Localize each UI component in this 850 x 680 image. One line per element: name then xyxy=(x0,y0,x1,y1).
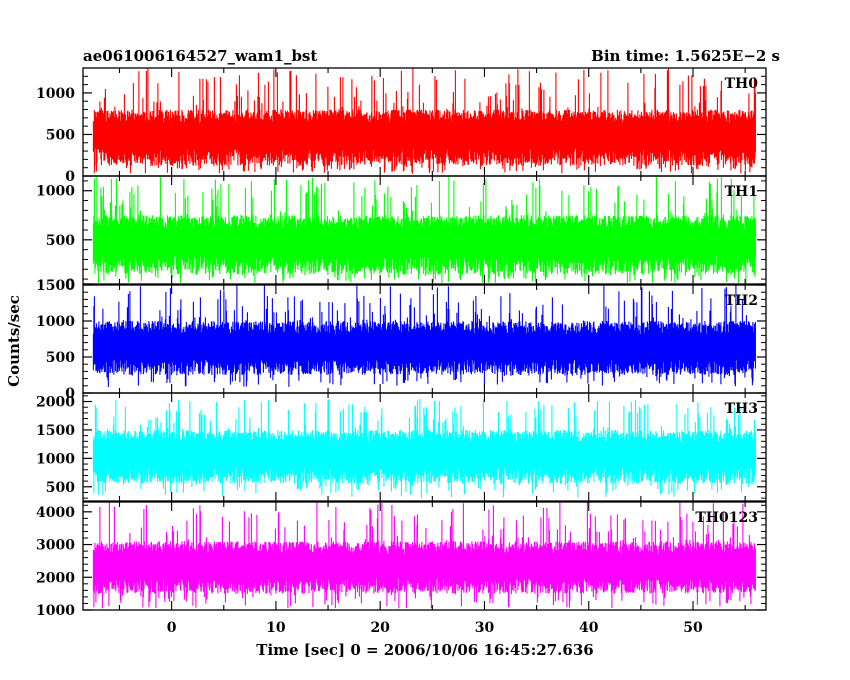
y-tick-label: 1500 xyxy=(36,423,75,439)
y-tick-label: 1000 xyxy=(36,451,75,467)
panel-label: TH2 xyxy=(725,293,758,309)
y-tick-label: 0 xyxy=(65,277,75,293)
panel-frame xyxy=(82,501,767,611)
panels-group: 0 500 1000 TH0 0 500 1000 TH1 0 500 1000 1500 TH2 500… xyxy=(36,67,767,619)
x-tick-label: 30 xyxy=(475,620,495,636)
x-tick-label: 40 xyxy=(579,620,599,636)
chart-title: ae061006164527_wam1_bst xyxy=(83,47,317,65)
y-tick-label: 500 xyxy=(46,350,75,366)
panel-th0123: 1000 2000 3000 4000 TH0123 xyxy=(36,501,767,619)
series-th0 xyxy=(92,68,756,174)
series-th1 xyxy=(92,176,756,283)
panel-label: TH0 xyxy=(725,76,759,92)
y-tick-label: 2000 xyxy=(36,395,75,411)
y-tick-label: 1000 xyxy=(36,314,75,330)
x-tick-label: 10 xyxy=(266,620,286,636)
panel-label: TH0123 xyxy=(695,510,758,526)
y-tick-label: 3000 xyxy=(36,538,75,554)
panel-th1: 0 500 1000 TH1 xyxy=(36,175,767,293)
x-tick-label: 20 xyxy=(370,620,390,636)
y-tick-label: 0 xyxy=(65,169,75,185)
y-tick-label: 2000 xyxy=(36,570,75,586)
y-axis-label: Counts/sec xyxy=(5,295,23,387)
y-tick-label: 4000 xyxy=(36,505,75,521)
x-tick-label: 50 xyxy=(683,620,703,636)
panel-th2: 0 500 1000 1500 TH2 xyxy=(36,278,767,402)
x-axis-ticks: 0 10 20 30 40 50 xyxy=(167,620,703,636)
series-th0123 xyxy=(92,502,756,609)
panel-label: TH1 xyxy=(725,184,758,200)
series-th3 xyxy=(92,399,756,498)
y-tick-label: 500 xyxy=(46,127,75,143)
y-tick-label: 1000 xyxy=(36,184,75,200)
y-tick-label: 1000 xyxy=(36,603,75,619)
panel-th3: 500 1000 1500 2000 TH3 xyxy=(36,392,767,502)
y-tick-label: 500 xyxy=(46,233,75,249)
y-tick-label: 1000 xyxy=(36,86,75,102)
x-tick-label: 0 xyxy=(167,620,177,636)
panel-th0: 0 500 1000 TH0 xyxy=(36,67,767,185)
y-tick-label: 0 xyxy=(65,386,75,402)
series-th2 xyxy=(92,285,756,387)
x-axis-label: Time [sec] 0 = 2006/10/06 16:45:27.636 xyxy=(256,641,593,659)
bin-time-label: Bin time: 1.5625E−2 s xyxy=(591,47,780,65)
y-tick-label: 1500 xyxy=(36,278,75,294)
panel-label: TH3 xyxy=(725,401,758,417)
y-tick-label: 500 xyxy=(46,480,75,496)
